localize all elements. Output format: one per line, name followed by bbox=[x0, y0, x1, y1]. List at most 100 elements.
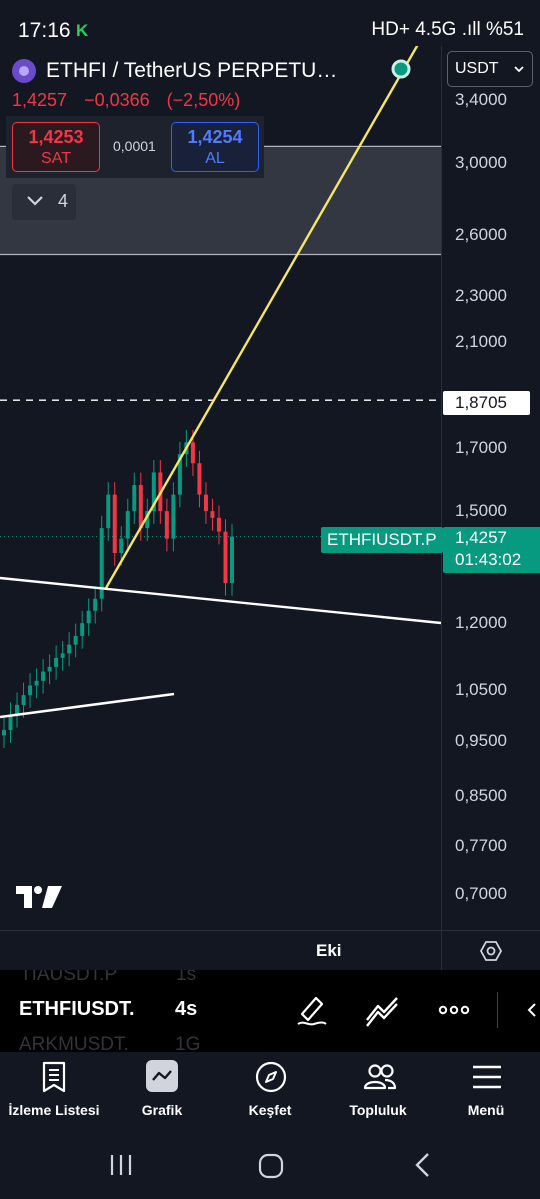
price-axis-tick: 0,7000 bbox=[455, 884, 507, 903]
strip-divider bbox=[441, 931, 442, 971]
chevron-down-icon bbox=[514, 66, 524, 73]
ethfi-coin-icon bbox=[12, 59, 36, 83]
trendline-tool-icon[interactable] bbox=[364, 992, 400, 1028]
chart-icon bbox=[152, 1070, 172, 1081]
candle-body bbox=[15, 704, 20, 715]
support-trendline-white bbox=[0, 692, 175, 719]
hover-price-tag: 1,8705 bbox=[443, 391, 530, 415]
home-icon[interactable] bbox=[257, 1152, 285, 1180]
candle-body bbox=[151, 472, 156, 512]
trendline-handle bbox=[391, 59, 411, 79]
buy-button[interactable]: 1,4254 AL bbox=[171, 122, 259, 172]
price-axis[interactable]: 3,4000 3,0000 2,6000 2,3000 2,1000 1,7000 1,50… bbox=[441, 46, 540, 930]
app-notification-icon: K bbox=[76, 21, 89, 40]
watchlist-icon bbox=[42, 1061, 66, 1093]
settings-icon[interactable] bbox=[479, 939, 503, 963]
candle-body bbox=[106, 494, 111, 529]
sell-button[interactable]: 1,4253 SAT bbox=[12, 122, 100, 172]
symbol-title[interactable]: ETHFI / TetherUS PERPETU… bbox=[46, 59, 338, 82]
nav-menu-label: Menü bbox=[467, 1102, 505, 1118]
candle-body bbox=[125, 511, 130, 539]
quote-row: 1,4257 −0,0366 (−2,50%) bbox=[12, 90, 252, 111]
price-axis-tick: 2,1000 bbox=[455, 332, 507, 352]
candle-body bbox=[210, 511, 215, 518]
currency-select[interactable]: USDT bbox=[447, 51, 533, 87]
buy-price: 1,4254 bbox=[187, 127, 243, 147]
nav-watchlist[interactable]: İzleme Listesi bbox=[0, 1052, 108, 1132]
compass-icon bbox=[255, 1061, 287, 1093]
toolbar-divider bbox=[497, 992, 498, 1028]
watchlist-current-interval[interactable]: 4s bbox=[175, 998, 198, 1020]
nav-chart-label: Grafik bbox=[141, 1102, 183, 1118]
candle-body bbox=[164, 511, 169, 539]
candle-body bbox=[54, 657, 59, 667]
resistance-trendline-white bbox=[0, 576, 442, 625]
rising-trendline-yellow bbox=[104, 46, 419, 589]
watchlist-prev-interval[interactable]: 1s bbox=[176, 970, 197, 985]
candle-body bbox=[119, 538, 124, 553]
price-axis-tick: 3,0000 bbox=[455, 152, 507, 172]
watchlist-next-symbol[interactable]: ARKMUSDT. bbox=[19, 1034, 129, 1052]
sell-price: 1,4253 bbox=[28, 127, 84, 147]
candle-body bbox=[60, 653, 65, 658]
price-axis-tick: 1,7000 bbox=[455, 438, 507, 458]
last-price-tag: 1,4257 01:43:02 bbox=[443, 527, 540, 573]
nav-explore[interactable]: Keşfet bbox=[216, 1052, 324, 1132]
buy-label: AL bbox=[205, 150, 225, 167]
symbol-price-tag: ETHFIUSDT.P bbox=[321, 527, 443, 553]
candle-body bbox=[80, 623, 85, 636]
chevron-left-icon[interactable] bbox=[526, 992, 538, 1028]
brush-tool-icon[interactable] bbox=[296, 992, 328, 1028]
watchlist-prev-symbol[interactable]: TIAUSDT.P bbox=[20, 970, 118, 985]
candle-body bbox=[138, 485, 143, 529]
back-icon[interactable] bbox=[412, 1152, 434, 1178]
candle-body bbox=[67, 644, 72, 654]
price-axis-tick: 2,6000 bbox=[455, 224, 507, 244]
candle-body bbox=[197, 463, 202, 495]
candle-body bbox=[8, 714, 13, 731]
trade-panel: 1,4253 SAT 0,0001 1,4254 AL bbox=[6, 116, 264, 178]
status-bar: 17:16 K HD+ 4.5G .ıll %51 bbox=[0, 0, 540, 46]
nav-chart[interactable]: Grafik bbox=[108, 1052, 216, 1132]
candle-body bbox=[190, 442, 195, 464]
price-change-pct: (−2,50%) bbox=[166, 90, 241, 110]
watchlist-next-interval[interactable]: 1G bbox=[175, 1034, 201, 1052]
price-axis-tick: 1,0500 bbox=[455, 680, 507, 700]
candle-body bbox=[28, 685, 33, 696]
object-tree-button[interactable]: Eki bbox=[316, 941, 342, 960]
system-nav-bar bbox=[0, 1132, 540, 1199]
candle-body bbox=[112, 494, 117, 553]
candle-body bbox=[203, 494, 208, 512]
nav-community[interactable]: Topluluk bbox=[324, 1052, 432, 1132]
tradingview-logo-icon bbox=[16, 886, 62, 908]
candle-body bbox=[216, 517, 221, 532]
status-time: 17:16 bbox=[18, 19, 71, 42]
candle-body bbox=[223, 531, 228, 584]
price-axis-tick: 0,9500 bbox=[455, 730, 507, 750]
status-indicators: HD+ 4.5G .ıll %51 bbox=[371, 19, 524, 40]
nav-menu[interactable]: Menü bbox=[432, 1052, 540, 1132]
indicators-toggle-button[interactable]: 4 bbox=[12, 184, 76, 220]
candle-countdown: 01:43:02 bbox=[455, 550, 522, 569]
candle-body bbox=[86, 610, 91, 624]
candle-body bbox=[177, 454, 182, 495]
chart-area[interactable]: 3,4000 3,0000 2,6000 2,3000 2,1000 1,7000 1,50… bbox=[0, 46, 540, 930]
candle-body bbox=[21, 695, 26, 705]
candle-body bbox=[132, 485, 137, 512]
candle-body bbox=[171, 494, 176, 539]
last-price-value: 1,4257 bbox=[455, 528, 507, 547]
watchlist-current-symbol[interactable]: ETHFIUSDT. bbox=[19, 998, 135, 1020]
nav-watchlist-label: İzleme Listesi bbox=[8, 1102, 100, 1118]
more-tools-icon[interactable] bbox=[438, 992, 470, 1028]
symbol-header[interactable]: ETHFI / TetherUS PERPETU… bbox=[12, 56, 337, 86]
candle-body bbox=[145, 511, 150, 529]
candle-body bbox=[47, 666, 52, 672]
candle-body bbox=[93, 598, 98, 611]
candle-body bbox=[34, 680, 39, 686]
menu-icon bbox=[473, 1065, 501, 1089]
bottom-nav: İzleme Listesi Grafik Keşfet Topluluk Me… bbox=[0, 1052, 540, 1132]
candle-body bbox=[41, 671, 46, 681]
recent-apps-icon[interactable] bbox=[108, 1152, 134, 1178]
candle-body bbox=[230, 536, 234, 584]
spread-value: 0,0001 bbox=[113, 138, 156, 154]
